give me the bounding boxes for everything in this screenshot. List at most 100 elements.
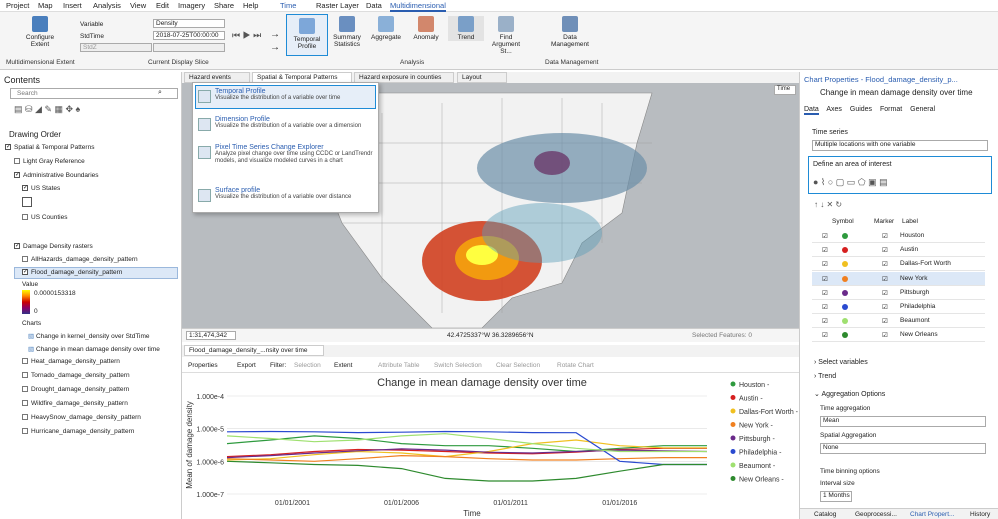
marker-checkbox[interactable]: ☑: [882, 247, 888, 255]
chart-clear-selection-button[interactable]: Clear Selection: [496, 362, 541, 369]
dropdown-surface-profile[interactable]: Surface profile Visualize the distributio…: [215, 187, 352, 200]
layer-damage-rasters[interactable]: Damage Density rasters: [14, 243, 93, 250]
arrow-right-icon[interactable]: →: [270, 29, 280, 40]
map-time-button[interactable]: Time: [774, 85, 796, 95]
marker-checkbox[interactable]: ☑: [882, 289, 888, 297]
dropdown-dimension-profile[interactable]: Dimension Profile Visualize the distribut…: [215, 116, 362, 129]
menu-time[interactable]: Time: [280, 1, 297, 10]
chart-switch-selection-button[interactable]: Switch Selection: [434, 362, 482, 369]
playback-controls-icon[interactable]: ⏮ ▶ ⏭: [232, 30, 262, 40]
row-checkbox[interactable]: ☑: [822, 275, 828, 283]
select-variables-section[interactable]: › Select variables: [814, 359, 868, 366]
stdtime-select[interactable]: 2018-07-25T00:00:00: [153, 31, 225, 40]
tab-guides[interactable]: Guides: [849, 106, 873, 113]
tab-geoprocessing[interactable]: Geoprocessi...: [855, 511, 897, 518]
search-icon[interactable]: ⌕: [158, 89, 162, 96]
chart-properties-button[interactable]: Properties: [188, 362, 218, 369]
variable-select[interactable]: Density: [153, 19, 225, 28]
row-checkbox[interactable]: ☑: [822, 233, 828, 240]
contents-search-input[interactable]: Search: [10, 88, 178, 99]
layer-drought[interactable]: Drought_damage_density_pattern: [22, 386, 129, 393]
time-aggregation-select[interactable]: Mean: [820, 416, 986, 427]
dropdown-temporal-profile[interactable]: Temporal Profile Visualize the distributi…: [215, 88, 341, 101]
table-row[interactable]: ☑ ☑ Houston: [812, 229, 985, 243]
chart-item-mean[interactable]: ▧ Change in mean damage density over tim…: [28, 346, 160, 353]
tab-general[interactable]: General: [910, 106, 936, 113]
table-row[interactable]: ☑ ☑ Philadelphia: [812, 300, 985, 314]
tab-hazard-exposure[interactable]: Hazard exposure in counties: [354, 72, 454, 83]
trend-section[interactable]: › Trend: [814, 373, 837, 380]
table-row[interactable]: ☑ ☑ Austin: [812, 243, 985, 258]
layer-flood-selected[interactable]: [14, 267, 178, 279]
marker-checkbox[interactable]: ☑: [882, 318, 888, 326]
row-checkbox[interactable]: ☑: [822, 318, 828, 326]
layer-light-gray[interactable]: Light Gray Reference: [14, 158, 85, 165]
layer-admin-boundaries[interactable]: Administrative Boundaries: [14, 172, 99, 179]
layer-wildfire[interactable]: Wildfire_damage_density_pattern: [22, 400, 128, 407]
row-checkbox[interactable]: ☑: [822, 289, 828, 297]
marker-checkbox[interactable]: ☑: [882, 304, 888, 311]
row-checkbox[interactable]: ☑: [822, 332, 828, 340]
menu-project[interactable]: Project: [6, 1, 30, 10]
table-row[interactable]: ☑ ☑ New York: [812, 271, 985, 286]
layer-heavysnow[interactable]: HeavySnow_damage_density_pattern: [22, 414, 141, 421]
tab-catalog[interactable]: Catalog: [814, 511, 837, 518]
tab-chart-properties[interactable]: Chart Propert...: [910, 511, 955, 518]
layer-hurricane[interactable]: Hurricane_damage_density_pattern: [22, 428, 134, 435]
menu-raster-layer[interactable]: Raster Layer: [316, 1, 359, 10]
layer-flood[interactable]: Flood_damage_density_pattern: [22, 269, 122, 276]
stdz-select[interactable]: StdZ: [80, 43, 152, 52]
row-checkbox[interactable]: ☑: [822, 304, 828, 311]
aoi-draw-tools[interactable]: ● ⌇ ○ ▢ ▭ ⬠ ▣ ▤: [813, 177, 888, 187]
temporal-profile-button[interactable]: Temporal Profile: [286, 14, 328, 56]
layer-tornado[interactable]: Tornado_damage_density_pattern: [22, 372, 130, 379]
summary-statistics-button[interactable]: Summary Statistics: [330, 16, 364, 48]
menu-multidimensional[interactable]: Multidimensional: [390, 1, 446, 12]
tab-data[interactable]: Data: [804, 106, 819, 115]
stdz-value-select[interactable]: [153, 43, 225, 52]
tab-format[interactable]: Format: [880, 106, 903, 113]
menu-view[interactable]: View: [130, 1, 147, 10]
dropdown-pixel-explorer[interactable]: Pixel Time Series Change Explorer Analyze…: [215, 144, 373, 164]
row-checkbox[interactable]: ☑: [822, 247, 828, 255]
menu-imagery[interactable]: Imagery: [178, 1, 206, 10]
data-management-button[interactable]: Data Management: [545, 16, 595, 48]
layer-allhazards[interactable]: AllHazards_damage_density_pattern: [22, 256, 138, 263]
chart-extent-button[interactable]: Extent: [334, 362, 353, 369]
menu-share[interactable]: Share: [214, 1, 235, 10]
menu-map[interactable]: Map: [38, 1, 53, 10]
row-tools[interactable]: ↑ ↓ ✕ ↻: [814, 200, 843, 209]
table-row[interactable]: ☑ ☑ New Orleans: [812, 328, 985, 343]
aggregate-button[interactable]: Aggregate: [368, 16, 404, 41]
menu-edit[interactable]: Edit: [156, 1, 169, 10]
marker-checkbox[interactable]: ☑: [882, 332, 888, 340]
row-checkbox[interactable]: ☑: [822, 261, 828, 269]
contents-toolbar-icons[interactable]: ▤ ⛁ ◢ ✎ ▦ ✥ ♠: [14, 104, 81, 114]
scale-select[interactable]: 1:31,474,342: [186, 331, 236, 340]
menu-insert[interactable]: Insert: [63, 1, 82, 10]
layer-us-counties[interactable]: US Counties: [22, 214, 68, 221]
tab-layout[interactable]: Layout: [457, 72, 507, 83]
marker-checkbox[interactable]: ☑: [882, 261, 888, 269]
chart-selection-button[interactable]: Selection: [294, 362, 321, 369]
chart-tab[interactable]: Flood_damage_density_...nsity over time: [184, 345, 324, 356]
marker-checkbox[interactable]: ☑: [882, 275, 888, 283]
arrow-right-2-icon[interactable]: →: [270, 42, 280, 53]
trend-button[interactable]: Trend: [448, 16, 484, 41]
tab-history[interactable]: History: [970, 511, 991, 518]
chart-attribute-table-button[interactable]: Attribute Table: [378, 362, 420, 369]
interval-size-input[interactable]: 1 Months: [820, 491, 852, 502]
chart-rotate-button[interactable]: Rotate Chart: [557, 362, 594, 369]
chart-export-button[interactable]: Export: [237, 362, 256, 369]
configure-extent-button[interactable]: Configure Extent: [22, 16, 58, 48]
table-row[interactable]: ☑ ☑ Beaumont: [812, 314, 985, 329]
menu-data[interactable]: Data: [366, 1, 382, 10]
tab-axes[interactable]: Axes: [826, 106, 842, 113]
find-argument-button[interactable]: Find Argument St...: [486, 16, 526, 55]
layer-us-states[interactable]: US States: [22, 185, 60, 192]
menu-analysis[interactable]: Analysis: [93, 1, 121, 10]
chart-item-kernel[interactable]: ▧ Change in kernel_density over StdTime: [28, 333, 150, 340]
table-row[interactable]: ☑ ☑ Dallas-Fort Worth: [812, 257, 985, 272]
layer-spatial-patterns[interactable]: Spatial & Temporal Patterns: [5, 144, 94, 151]
spatial-aggregation-select[interactable]: None: [820, 443, 986, 454]
